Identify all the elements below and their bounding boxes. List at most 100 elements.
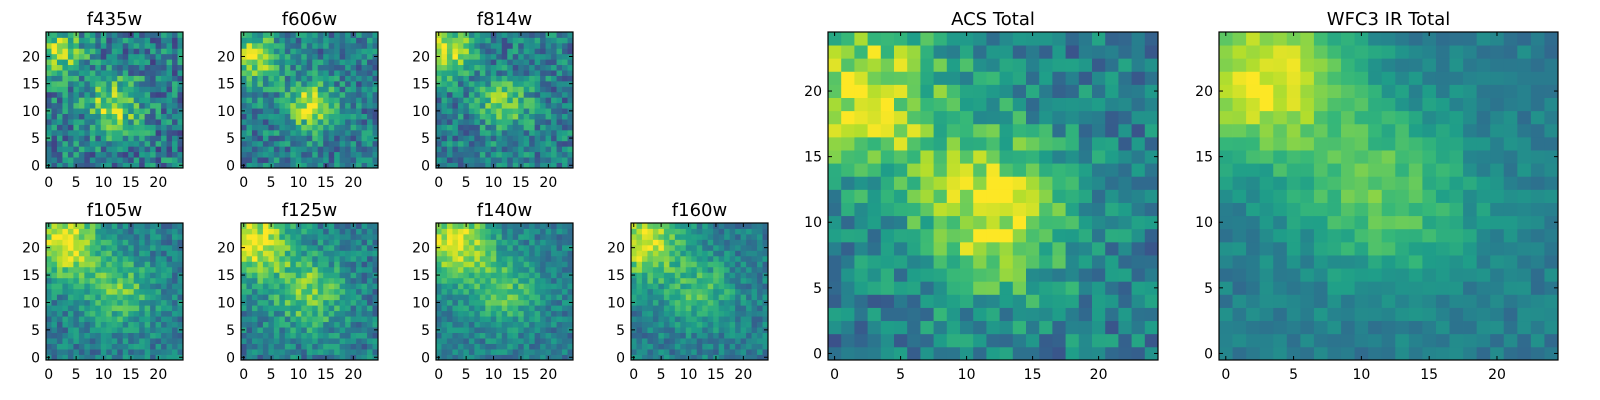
heatmap-cell: [512, 294, 519, 301]
heatmap-cell: [367, 349, 373, 355]
heatmap-cell: [139, 102, 146, 109]
heatmap-cell: [139, 113, 146, 120]
heatmap-cell: [268, 119, 275, 125]
heatmap-cell: [100, 332, 107, 339]
heatmap-cell: [641, 354, 648, 361]
heatmap-cell: [284, 354, 291, 361]
heatmap-cell: [128, 119, 135, 125]
heatmap-cell: [1026, 281, 1040, 295]
heatmap-cell: [317, 42, 324, 49]
heatmap-cell: [663, 266, 670, 273]
heatmap-cell: [144, 119, 151, 125]
heatmap-cell: [356, 42, 362, 49]
heatmap-cell: [356, 113, 362, 120]
heatmap-cell: [518, 288, 525, 295]
heatmap-cell: [106, 135, 113, 142]
heatmap-cell: [106, 86, 113, 93]
heatmap-cell: [262, 255, 269, 262]
heatmap-cell: [350, 228, 357, 235]
heatmap-cell: [567, 316, 574, 323]
heatmap-cell: [556, 343, 563, 350]
heatmap-cell: [111, 108, 118, 114]
heatmap-cell: [735, 288, 741, 295]
heatmap-cell: [652, 288, 659, 295]
heatmap-cell: [334, 283, 341, 290]
heatmap-cell: [367, 124, 373, 131]
heatmap-cell: [485, 140, 492, 147]
heatmap-cell: [652, 244, 659, 251]
heatmap-cell: [334, 37, 341, 44]
heatmap-cell: [133, 32, 140, 38]
heatmap-cell: [372, 86, 379, 93]
heatmap-cell: [128, 151, 135, 158]
heatmap-cell: [144, 250, 151, 257]
heatmap-cell: [669, 239, 676, 246]
heatmap-cell: [339, 288, 346, 295]
heatmap-cell: [751, 349, 758, 355]
heatmap-cell: [507, 80, 514, 87]
heatmap-cell: [128, 86, 135, 93]
heatmap-cell: [290, 140, 297, 147]
heatmap-cell: [496, 288, 503, 295]
heatmap-cell: [356, 124, 362, 131]
heatmap-cell: [457, 129, 464, 136]
heatmap-cell: [669, 327, 676, 333]
heatmap-cell: [540, 283, 546, 290]
heatmap-cell: [545, 332, 552, 339]
heatmap-cell: [155, 272, 162, 279]
x-tick-label: 0: [239, 367, 248, 383]
x-tick-label: 20: [539, 367, 557, 383]
heatmap-cell: [46, 332, 52, 339]
heatmap-cell: [155, 129, 162, 136]
heatmap-cell: [474, 283, 481, 290]
heatmap-cell: [95, 42, 102, 49]
heatmap-cell: [468, 119, 475, 125]
heatmap-cell: [556, 338, 563, 344]
heatmap-cell: [273, 316, 280, 323]
heatmap-cell: [534, 233, 541, 240]
heatmap-cell: [117, 354, 124, 361]
heatmap-cell: [95, 277, 102, 284]
heatmap-cell: [155, 244, 162, 251]
heatmap-cell: [73, 124, 80, 131]
heatmap-cell: [111, 223, 118, 229]
heatmap-cell: [841, 307, 855, 322]
heatmap-cell: [356, 239, 362, 246]
heatmap-cell: [452, 129, 459, 136]
heatmap-cell: [529, 316, 536, 323]
heatmap-cell: [507, 332, 514, 339]
heatmap-cell: [251, 53, 258, 60]
heatmap-cell: [106, 288, 113, 295]
heatmap-cell: [268, 261, 275, 268]
heatmap-cell: [257, 250, 264, 257]
heatmap-cell: [139, 97, 146, 104]
heatmap-cell: [545, 59, 552, 66]
heatmap-cell: [501, 316, 508, 323]
heatmap-cell: [356, 80, 362, 87]
heatmap-cell: [441, 327, 448, 333]
heatmap-cell: [534, 108, 541, 114]
heatmap-cell: [361, 102, 368, 109]
heatmap-cell: [251, 70, 258, 76]
heatmap-cell: [290, 349, 297, 355]
heatmap-cell: [551, 157, 557, 163]
heatmap-cell: [441, 108, 448, 114]
heatmap-cell: [56, 80, 63, 87]
heatmap-cell: [128, 261, 135, 268]
heatmap-cell: [350, 239, 357, 246]
heatmap-cell: [106, 283, 113, 290]
heatmap-cell: [139, 244, 146, 251]
heatmap-cell: [290, 86, 297, 93]
heatmap-cell: [312, 327, 319, 333]
heatmap-cell: [446, 244, 453, 251]
heatmap-cell: [718, 349, 725, 355]
heatmap-cell: [762, 349, 769, 355]
heatmap-cell: [556, 53, 563, 60]
heatmap-cell: [73, 102, 80, 109]
heatmap-cell: [960, 163, 974, 177]
heatmap-cell: [295, 129, 302, 136]
heatmap-cell: [474, 310, 481, 317]
heatmap-cell: [334, 239, 341, 246]
heatmap-cell: [95, 124, 102, 131]
heatmap-cell: [89, 108, 96, 114]
